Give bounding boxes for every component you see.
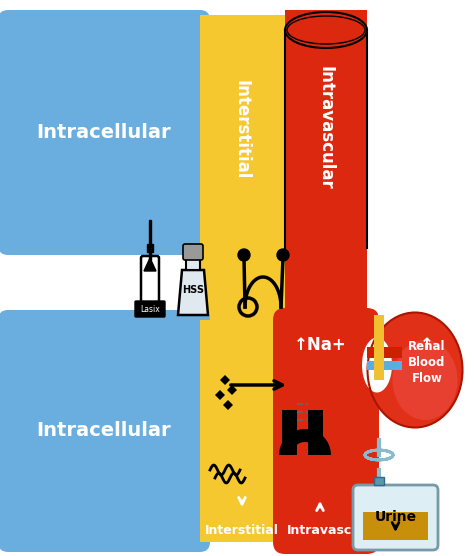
Bar (200, 320, 285, 542)
FancyBboxPatch shape (353, 485, 438, 550)
Text: Intravasc: Intravasc (287, 524, 353, 537)
Bar (285, 310, 367, 320)
Ellipse shape (362, 337, 392, 393)
Bar (186, 255, 200, 270)
FancyBboxPatch shape (0, 10, 210, 255)
FancyBboxPatch shape (273, 308, 379, 554)
Polygon shape (223, 400, 233, 410)
Bar (367, 347, 402, 358)
Text: Lasix: Lasix (140, 305, 160, 314)
Text: Intracellular: Intracellular (36, 420, 171, 439)
Text: Renal
Blood
Flow: Renal Blood Flow (408, 340, 446, 385)
Ellipse shape (285, 12, 367, 48)
Text: ↑Na+: ↑Na+ (293, 336, 346, 354)
Circle shape (277, 249, 289, 261)
Polygon shape (220, 375, 230, 385)
FancyBboxPatch shape (135, 301, 165, 317)
Bar (374, 477, 384, 485)
Bar (147, 244, 153, 252)
Ellipse shape (367, 312, 463, 428)
Text: HSS: HSS (182, 285, 204, 295)
Circle shape (288, 313, 352, 377)
Bar (308, 410, 323, 455)
Bar (367, 361, 402, 370)
Bar (200, 15, 285, 245)
Polygon shape (215, 390, 225, 400)
Text: Urine: Urine (374, 510, 417, 524)
Text: Intravascular: Intravascular (317, 66, 335, 190)
Polygon shape (279, 429, 331, 455)
Bar (285, 245, 367, 320)
FancyBboxPatch shape (141, 256, 159, 305)
Polygon shape (227, 385, 237, 395)
Bar (200, 15, 285, 245)
Text: Intracellular: Intracellular (36, 122, 171, 141)
Ellipse shape (392, 340, 457, 420)
Bar (285, 10, 367, 30)
Bar (282, 410, 297, 455)
Polygon shape (178, 270, 208, 315)
Text: Interstitial: Interstitial (205, 524, 279, 537)
Bar (200, 245, 285, 320)
Text: Interstitial: Interstitial (233, 80, 251, 180)
Bar (149, 220, 151, 260)
Circle shape (238, 249, 250, 261)
FancyBboxPatch shape (0, 310, 210, 552)
Bar (374, 315, 384, 380)
Text: ↑: ↑ (420, 336, 434, 354)
Bar (285, 34, 367, 248)
Bar (363, 512, 428, 540)
Polygon shape (144, 258, 156, 271)
FancyBboxPatch shape (183, 244, 203, 260)
